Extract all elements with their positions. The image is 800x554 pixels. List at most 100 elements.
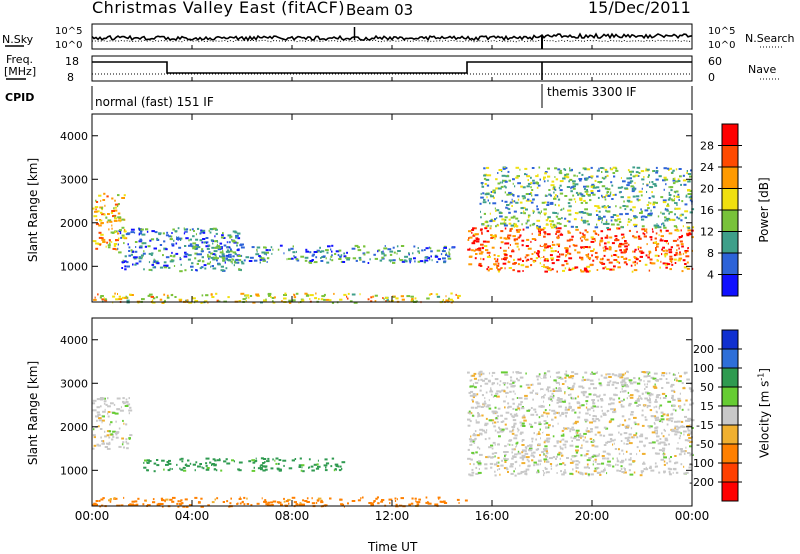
echo-cell <box>195 461 198 464</box>
echo-cell <box>528 449 533 452</box>
echo-cell <box>608 376 612 378</box>
echo-cell <box>649 181 651 184</box>
echo-cell <box>592 415 596 417</box>
echo-cell <box>575 454 578 457</box>
echo-cell <box>206 262 211 265</box>
echo-cell <box>687 180 691 183</box>
echo-cell <box>104 408 106 411</box>
echo-cell <box>282 459 287 462</box>
echo-cell <box>649 236 653 239</box>
echo-cell <box>504 423 507 426</box>
echo-cell <box>612 465 615 468</box>
echo-cell <box>98 231 102 234</box>
echo-cell <box>640 379 642 381</box>
echo-cell <box>571 455 575 458</box>
echo-cell <box>631 436 633 439</box>
echo-cell <box>232 230 237 233</box>
echo-cell <box>573 198 576 201</box>
echo-cell <box>471 414 474 417</box>
echo-cell <box>659 404 663 407</box>
echo-cell <box>530 201 534 204</box>
echo-cell <box>99 296 102 299</box>
echo-cell <box>222 255 225 258</box>
echo-cell <box>634 264 636 267</box>
echo-cell <box>632 235 635 238</box>
echo-cell <box>162 254 164 257</box>
echo-cell <box>632 436 635 439</box>
echo-cell <box>266 257 270 260</box>
echo-cell <box>602 434 606 437</box>
power-colorbar-swatch <box>722 210 738 232</box>
echo-cell <box>667 400 672 403</box>
echo-cell <box>218 246 222 249</box>
echo-cell <box>632 195 636 198</box>
echo-cell <box>210 293 213 296</box>
echo-cell <box>93 444 97 447</box>
echo-cell <box>109 423 111 426</box>
echo-cell <box>302 499 305 502</box>
echo-cell <box>597 206 601 209</box>
echo-cell <box>468 473 471 476</box>
echo-cell <box>557 422 559 425</box>
echo-cell <box>486 196 488 199</box>
echo-cell <box>564 463 567 466</box>
echo-cell <box>674 427 676 430</box>
echo-cell <box>569 444 574 447</box>
echo-cell <box>615 254 618 257</box>
echo-cell <box>643 461 645 464</box>
echo-cell <box>580 258 584 261</box>
echo-cell <box>410 502 414 505</box>
echo-cell <box>501 218 505 221</box>
echo-cell <box>118 229 122 232</box>
echo-cell <box>659 397 662 400</box>
echo-cell <box>666 414 669 417</box>
echo-cell <box>651 262 656 265</box>
echo-cell <box>677 178 680 181</box>
echo-cell <box>486 193 490 196</box>
echo-cell <box>543 420 547 422</box>
echo-cell <box>470 390 474 393</box>
echo-cell <box>531 194 533 197</box>
echo-cell <box>472 393 476 395</box>
echo-cell <box>621 449 624 452</box>
echo-cell <box>128 250 131 252</box>
echo-cell <box>430 255 432 258</box>
echo-cell <box>491 452 495 455</box>
echo-cell <box>484 382 489 385</box>
echo-cell <box>617 464 619 466</box>
echo-cell <box>638 190 643 193</box>
echo-cell <box>548 193 551 196</box>
echo-cell <box>442 500 446 503</box>
echo-cell <box>175 242 178 245</box>
echo-cell <box>482 372 485 375</box>
echo-cell <box>511 198 513 201</box>
echo-cell <box>549 409 551 411</box>
echo-cell <box>471 374 476 377</box>
echo-cell <box>663 471 666 474</box>
echo-cell <box>390 260 392 263</box>
echo-cell <box>100 498 104 501</box>
echo-cell <box>520 471 524 473</box>
echo-cell <box>488 372 491 375</box>
echo-cell <box>684 250 689 252</box>
echo-cell <box>575 200 577 203</box>
echo-cell <box>641 178 645 181</box>
echo-cell <box>630 185 634 188</box>
echo-cell <box>572 244 575 246</box>
echo-cell <box>180 239 182 241</box>
echo-cell <box>145 499 147 502</box>
echo-cell <box>552 390 557 392</box>
echo-cell <box>117 293 118 295</box>
echo-cell <box>620 251 623 254</box>
echo-cell <box>551 258 553 261</box>
echo-cell <box>263 500 267 503</box>
echo-cell <box>124 268 127 271</box>
echo-cell <box>686 170 688 172</box>
echo-cell <box>687 434 690 437</box>
echo-cell <box>656 418 660 421</box>
echo-cell <box>590 456 593 458</box>
echo-cell <box>590 166 593 169</box>
echo-cell <box>665 241 667 244</box>
echo-cell <box>596 175 599 178</box>
